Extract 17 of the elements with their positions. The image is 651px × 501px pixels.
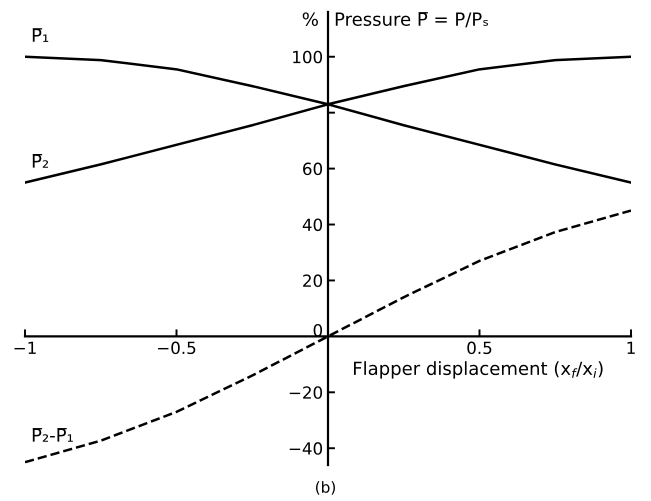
y-tick-label: 100 — [293, 50, 322, 64]
x-tick-label: 1 — [628, 342, 635, 354]
y-tick-label: −20 — [290, 386, 322, 399]
chart-title: Pressure P̅ = P/Pₛ — [336, 12, 488, 28]
series-label: P̅₂-P̅₁ — [32, 428, 73, 442]
y-tick-label: 60 — [303, 162, 322, 176]
y-tick-label: 40 — [302, 218, 322, 232]
x-tick-label: −1 — [14, 342, 36, 354]
x-tick-label: 0.5 — [467, 342, 492, 354]
series-label: P̅₁ — [32, 28, 48, 42]
y-axis-title: % — [302, 12, 318, 26]
x-tick-label: −0.5 — [158, 342, 196, 354]
x-axis-title: Flapper displacement (x$_{f}$/x$_{i}$) — [354, 361, 603, 379]
text: (b) — [316, 481, 335, 495]
series-label: P̅₂ — [32, 154, 48, 168]
y-tick-label: 20 — [303, 274, 322, 288]
y-tick-label: −40 — [290, 442, 322, 455]
